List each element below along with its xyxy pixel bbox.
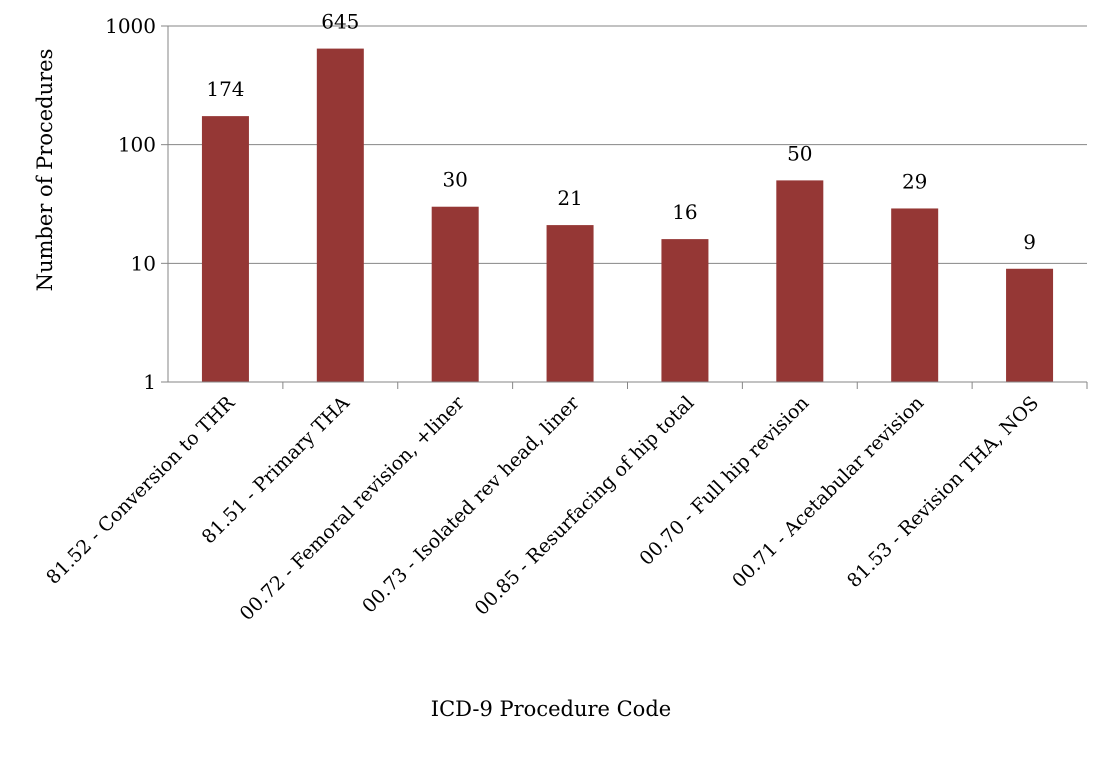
axes (161, 25, 1088, 389)
data-label: 16 (672, 200, 697, 224)
bar (546, 225, 594, 382)
x-axis-title: ICD-9 Procedure Code (431, 697, 671, 721)
data-label: 21 (557, 186, 582, 210)
category-label: 81.53 - Revision THA, NOS (843, 392, 1043, 592)
bar (431, 206, 479, 382)
bar (661, 239, 709, 382)
y-tick-label: 1000 (105, 14, 156, 38)
bar (776, 180, 824, 382)
y-tick-labels: 1 10 100 1000 (105, 14, 156, 394)
category-label: 00.85 - Resurfacing of hip total (471, 392, 699, 620)
bars (201, 48, 1054, 383)
category-label: 00.71 - Acetabular revision (728, 392, 928, 592)
category-label: 81.52 - Conversion to THR (42, 391, 239, 588)
data-label: 645 (321, 10, 359, 34)
data-label: 29 (902, 169, 927, 193)
data-labels: 174 645 30 21 16 50 29 9 (206, 10, 1036, 254)
y-tick-label: 10 (131, 251, 156, 275)
y-axis-title: Number of Procedures (33, 49, 57, 292)
bar (201, 116, 249, 382)
data-label: 174 (206, 77, 244, 101)
data-label: 9 (1023, 230, 1036, 254)
bar (1006, 268, 1054, 382)
bar (316, 48, 364, 383)
data-label: 30 (442, 168, 467, 192)
y-tick-label: 1 (143, 370, 156, 394)
category-label: 00.73 - Isolated rev head, liner (358, 391, 584, 617)
y-tick-label: 100 (118, 133, 156, 157)
data-label: 50 (787, 141, 812, 165)
gridlines (168, 25, 1087, 264)
category-label: 00.72 - Femoral revision, +liner (236, 391, 470, 625)
bar (891, 208, 939, 382)
